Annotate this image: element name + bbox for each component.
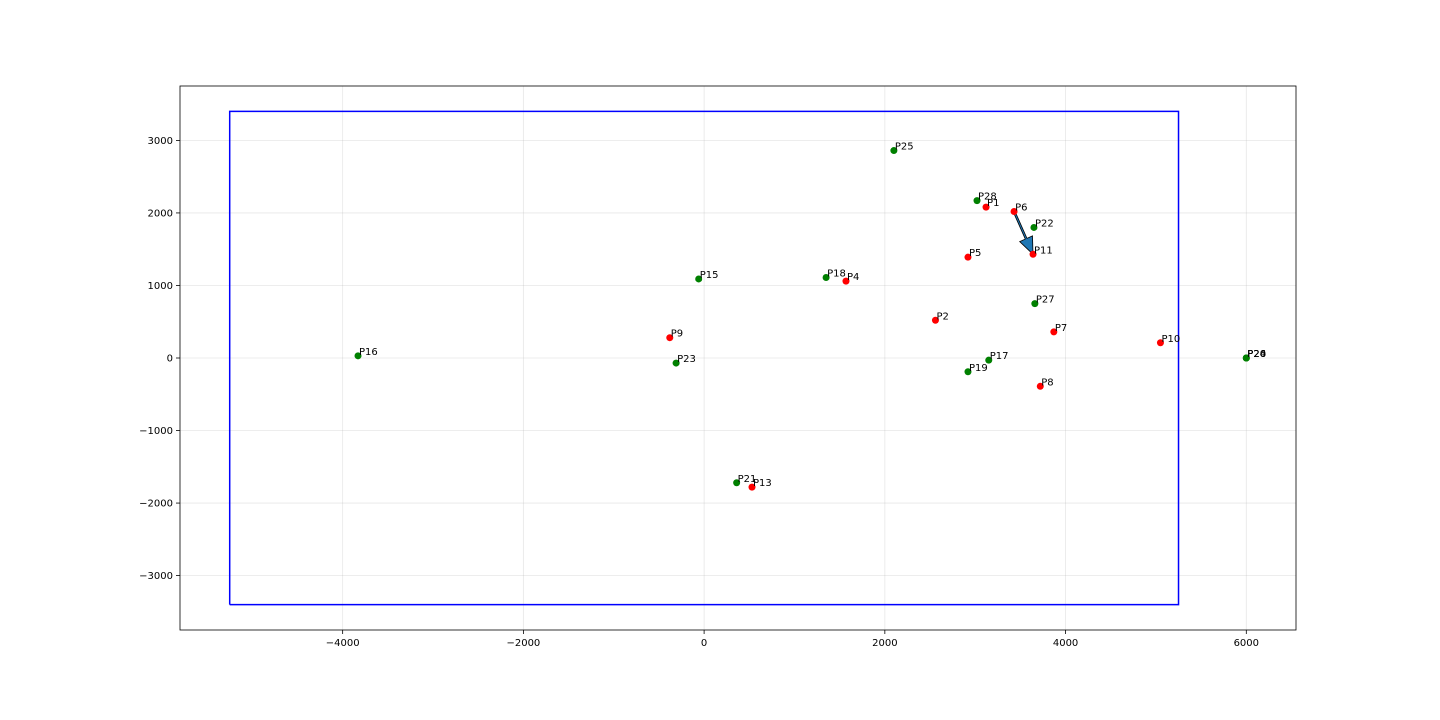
point-label-p23: P23	[677, 354, 696, 365]
point-p26	[1242, 354, 1250, 362]
x-tick-label: 4000	[1053, 638, 1078, 649]
y-tick-label: −3000	[139, 571, 173, 582]
boundary-rectangle	[228, 110, 1180, 606]
point-label-p22: P22	[1035, 218, 1054, 229]
point-p23	[672, 359, 680, 367]
point-p6	[1010, 207, 1018, 215]
point-p13	[748, 483, 756, 491]
point-label-p17: P17	[990, 351, 1009, 362]
direction-arrow	[1012, 210, 1034, 256]
point-label-p4: P4	[847, 272, 859, 283]
point-p7	[1050, 328, 1058, 336]
point-label-p25: P25	[895, 142, 914, 153]
point-label-p28: P28	[978, 192, 997, 203]
point-p25	[890, 147, 898, 155]
point-p9	[666, 334, 674, 342]
point-label-p9: P9	[671, 329, 683, 340]
point-p21	[733, 479, 741, 487]
point-label-p7: P7	[1055, 323, 1067, 334]
point-p16	[354, 352, 362, 360]
point-p28	[973, 197, 981, 205]
point-p17	[985, 356, 993, 364]
point-label-p19: P19	[969, 363, 988, 374]
x-tick-label: −2000	[506, 638, 540, 649]
point-label-p13: P13	[753, 478, 772, 489]
x-tick-label: 6000	[1234, 638, 1259, 649]
point-p8	[1036, 382, 1044, 390]
point-label-p15: P15	[700, 270, 719, 281]
point-label-p27: P27	[1036, 295, 1055, 306]
boundary-layer	[228, 110, 1180, 606]
y-tick-label: −2000	[139, 499, 173, 510]
y-tick-label: 2000	[148, 208, 173, 219]
y-tick-label: 1000	[148, 281, 173, 292]
point-label-p18: P18	[827, 268, 846, 279]
y-tick-label: 0	[167, 354, 173, 365]
point-label-p20: P20	[1247, 349, 1266, 360]
point-label-p8: P8	[1041, 377, 1053, 388]
point-label-p5: P5	[969, 248, 981, 259]
point-p27	[1031, 300, 1039, 308]
point-label-p11: P11	[1034, 245, 1053, 256]
x-tick-label: −4000	[326, 638, 360, 649]
point-label-p26: P26	[1247, 349, 1266, 360]
point-label-p10: P10	[1161, 334, 1180, 345]
point-p18	[822, 273, 830, 281]
arrow-layer	[1012, 210, 1034, 256]
point-p11	[1029, 250, 1037, 258]
x-tick-label: 2000	[872, 638, 897, 649]
point-p5	[964, 253, 972, 261]
point-label-p2: P2	[936, 311, 948, 322]
y-tick-label: 3000	[148, 136, 173, 147]
point-p19	[964, 368, 972, 376]
point-p1	[982, 203, 990, 211]
x-axis-ticks: −4000 −2000 0 2000 4000 6000	[326, 630, 1259, 649]
point-p22	[1030, 223, 1038, 231]
point-label-p21: P21	[738, 474, 757, 485]
point-label-p6: P6	[1015, 202, 1027, 213]
point-p2	[931, 316, 939, 324]
point-label-p1: P1	[987, 198, 999, 209]
point-labels-layer: P1 P2 P4 P5 P6 P7 P8 P9 P10 P11 P13 P15 P16 P17 P18 P19…	[359, 142, 1266, 490]
point-p15	[695, 275, 703, 283]
x-tick-label: 0	[701, 638, 707, 649]
point-label-p24: P24	[1247, 349, 1266, 360]
points-layer	[354, 147, 1250, 491]
y-axis-ticks: −3000 −2000 −1000 0 1000 2000 3000	[139, 136, 180, 582]
point-p4	[842, 277, 850, 285]
y-tick-label: −1000	[139, 426, 173, 437]
point-label-p16: P16	[359, 347, 378, 358]
point-p10	[1156, 339, 1164, 347]
